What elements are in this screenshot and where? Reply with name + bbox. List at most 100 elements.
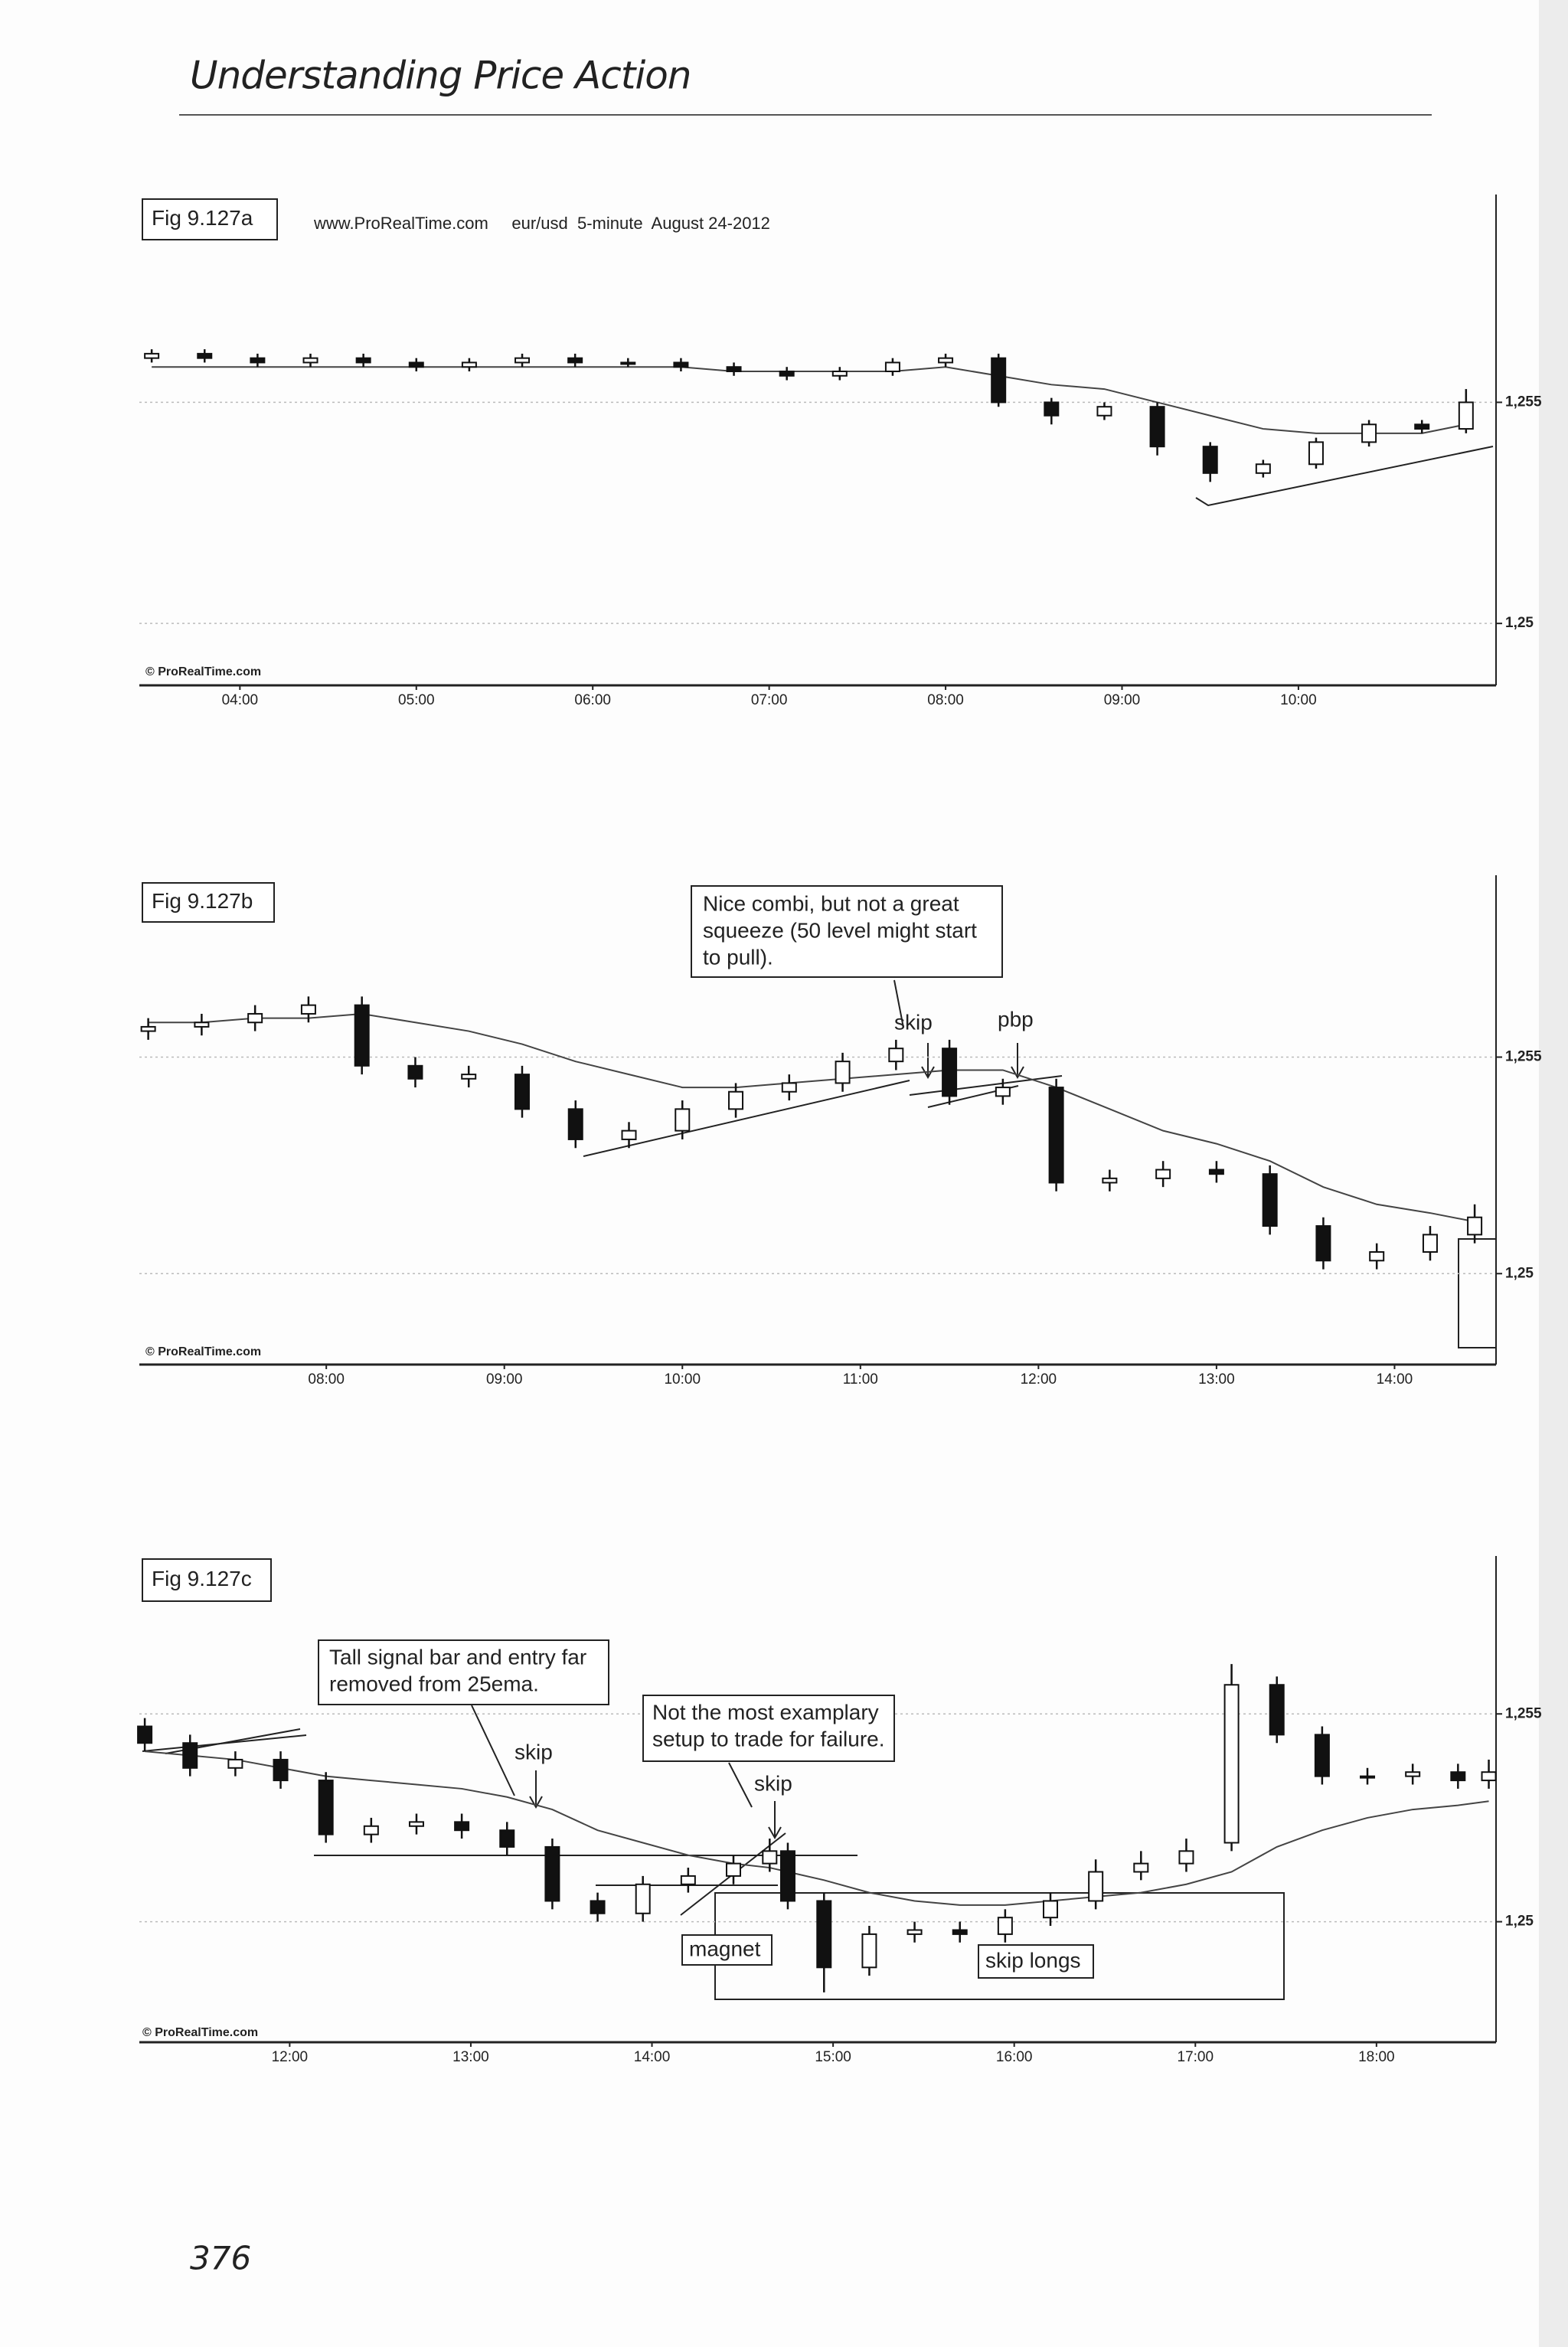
candle-body: [1314, 1734, 1330, 1777]
candle-body: [461, 361, 477, 368]
x-tick-label: 12:00: [1021, 1371, 1057, 1388]
chart-subtitle: www.ProRealTime.com eur/usd 5-minute Aug…: [313, 214, 770, 233]
candle-body: [1369, 1250, 1385, 1262]
chart: Fig 9.127c © ProRealTime.com 1,255 1,25 12:0…: [137, 1556, 1542, 2065]
candle-body: [906, 1929, 923, 1935]
candle-body: [1202, 446, 1218, 474]
watermark: © ProRealTime.com: [142, 2026, 258, 2039]
trend-line: [1195, 446, 1494, 507]
x-tick-label: 06:00: [574, 692, 611, 708]
candle-body: [567, 1108, 583, 1140]
candle-body: [140, 1025, 156, 1032]
candle-body: [318, 1780, 334, 1835]
annotation-box: [691, 885, 1003, 978]
arrow-head: [921, 1066, 935, 1080]
candle-body: [182, 1742, 198, 1769]
x-tick-label: 07:00: [751, 692, 788, 708]
figure-label-box: [142, 882, 275, 923]
annotation-text: magnet: [689, 1937, 761, 1960]
x-tick-label: 18:00: [1358, 2049, 1395, 2065]
figure-label-box: [142, 198, 278, 240]
candle-body: [1223, 1684, 1240, 1844]
x-tick-label: 12:00: [272, 2049, 309, 2065]
annotation-text: skip longs: [985, 1948, 1081, 1972]
annotation-box: [978, 1944, 1094, 1979]
annotation-text: setup to trade for failure.: [652, 1727, 885, 1750]
candle-body: [408, 1821, 424, 1827]
candle-body: [567, 357, 583, 364]
candle-body: [273, 1758, 289, 1782]
annotation-box: [681, 1934, 773, 1966]
candle-body: [1178, 1850, 1194, 1865]
candle-body: [1155, 1169, 1171, 1179]
candle-body: [354, 1004, 370, 1067]
chart: Fig 9.127a www.ProRealTime.com eur/usd 5-…: [139, 194, 1542, 708]
candle-body: [1467, 1216, 1483, 1236]
trend-line: [583, 1080, 910, 1157]
x-tick-label: 04:00: [222, 692, 259, 708]
candle-body: [408, 361, 424, 368]
candle-body: [1458, 401, 1474, 430]
page-number: 376: [190, 2240, 251, 2277]
figure-label: Fig 9.127c: [152, 1567, 252, 1590]
candle-body: [514, 1074, 530, 1110]
candle-body: [1044, 401, 1060, 417]
x-tick-label: 13:00: [452, 2049, 489, 2065]
arrow-head: [529, 1796, 543, 1809]
arrow-head: [768, 1826, 782, 1840]
x-tick-label: 05:00: [398, 692, 435, 708]
y-tick-label: 1,255: [1505, 1049, 1542, 1065]
y-tick-label: 1,25: [1505, 1265, 1534, 1281]
candle-body: [363, 1825, 379, 1835]
pointer: [893, 979, 904, 1028]
y-tick-label: 1,255: [1505, 394, 1542, 410]
candle-body: [1133, 1862, 1149, 1873]
annotation-text: to pull).: [703, 945, 773, 969]
annotation-text: removed from 25ema.: [329, 1672, 539, 1695]
x-tick-label: 10:00: [1280, 692, 1317, 708]
trend-lines-a: [1195, 446, 1494, 507]
candle-body: [407, 1064, 423, 1080]
candle-body: [995, 1087, 1011, 1097]
candle-body: [673, 361, 689, 368]
page-edge-shadow: [1539, 0, 1568, 2347]
candle-body: [1315, 1225, 1331, 1262]
figure-label: Fig 9.127a: [152, 206, 253, 230]
x-tick-label: 10:00: [664, 1371, 701, 1388]
candle-body: [675, 1108, 691, 1132]
candle-body: [779, 370, 795, 377]
annotation-text: skip: [754, 1771, 792, 1795]
x-tick-label: 09:00: [486, 1371, 523, 1388]
annotation-text: Nice combi, but not a great: [703, 891, 959, 915]
candle-body: [620, 361, 636, 365]
candle-body: [781, 1082, 797, 1093]
chart: Fig 9.127b © ProRealTime.com 1,255 1,25 08:0…: [139, 875, 1542, 1388]
candle-body: [144, 352, 160, 359]
candle-body: [247, 1012, 263, 1024]
candle-body: [621, 1129, 637, 1140]
y-tick-label: 1,25: [1505, 1914, 1534, 1930]
candle-body: [461, 1074, 477, 1080]
candle-body: [938, 357, 954, 364]
candle-body: [1262, 1173, 1278, 1227]
candle-body: [991, 357, 1007, 404]
candle-body: [499, 1829, 515, 1848]
figure-label: Fig 9.127b: [152, 889, 253, 913]
arrow-head: [1011, 1066, 1024, 1080]
x-tick-label: 08:00: [927, 692, 964, 708]
candle-body: [197, 352, 213, 359]
candle-body: [680, 1875, 696, 1885]
candle-body: [725, 1862, 741, 1877]
candle-body: [590, 1900, 606, 1914]
candle-body: [1450, 1771, 1466, 1782]
candle-body: [355, 357, 371, 364]
candle-body: [726, 366, 742, 372]
x-tick-label: 13:00: [1198, 1371, 1235, 1388]
candle-body: [1255, 463, 1271, 474]
ema-line: [152, 366, 1467, 434]
candle-body: [1088, 1871, 1104, 1902]
ema-line: [148, 1012, 1475, 1223]
x-tick-label: 15:00: [815, 2049, 851, 2065]
